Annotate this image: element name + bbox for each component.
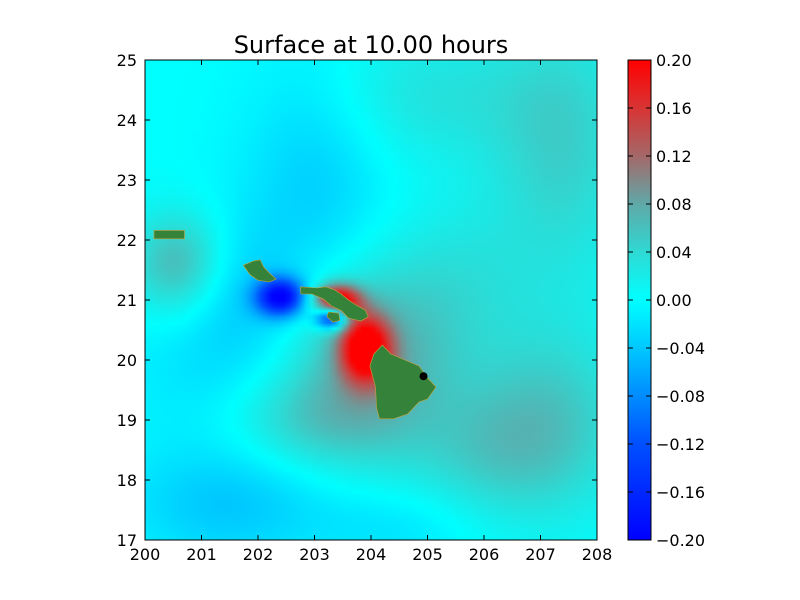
x-tick-label: 203 [299, 545, 330, 564]
colorbar-tick-label: −0.08 [656, 387, 705, 406]
x-axis: 200 201 202 203 204 205 206 207 208 [130, 60, 613, 564]
colorbar-tick-label: 0.16 [656, 99, 692, 118]
marker-layer [419, 372, 428, 381]
x-tick-label: 206 [469, 545, 500, 564]
colorbar-tick-label: 0.04 [656, 243, 692, 262]
gauge-marker [419, 372, 428, 381]
chart-title: Surface at 10.00 hours [234, 31, 509, 59]
surface-heatmap [145, 60, 597, 540]
y-axis: 17 18 19 20 21 22 23 24 25 [117, 51, 597, 550]
y-tick-label: 18 [117, 471, 137, 490]
x-tick-label: 204 [356, 545, 387, 564]
x-tick-label: 201 [186, 545, 217, 564]
y-tick-label: 24 [117, 111, 137, 130]
y-tick-label: 20 [117, 351, 137, 370]
y-tick-label: 23 [117, 171, 137, 190]
x-tick-label: 205 [412, 545, 443, 564]
y-tick-label: 21 [117, 291, 137, 310]
colorbar-tick-label: 0.00 [656, 291, 692, 310]
y-tick-label: 17 [117, 531, 137, 550]
colorbar-tick-label: −0.12 [656, 435, 705, 454]
x-tick-label: 202 [243, 545, 274, 564]
land-molokai-maui [300, 286, 369, 322]
land-lanai [326, 311, 341, 323]
y-tick-label: 19 [117, 411, 137, 430]
colorbar-tick-label: 0.12 [656, 147, 692, 166]
x-tick-label: 200 [130, 545, 161, 564]
land-hawaii [369, 344, 437, 420]
colorbar-tick-label: 0.20 [656, 51, 692, 70]
colorbar: 0.20 0.16 0.12 0.08 0.04 0.00 −0.04 −0.08 −0.12 −… [627, 51, 705, 550]
y-tick-label: 25 [117, 51, 137, 70]
y-tick-label: 22 [117, 231, 137, 250]
colorbar-tick-label: −0.20 [656, 531, 705, 550]
colorbar-ticks: 0.20 0.16 0.12 0.08 0.04 0.00 −0.04 −0.08 −0.12 −… [628, 51, 705, 550]
land-niihau-kauai [153, 230, 185, 240]
x-tick-label: 207 [525, 545, 556, 564]
colorbar-tick-label: −0.16 [656, 483, 705, 502]
colorbar-tick-label: 0.08 [656, 195, 692, 214]
colorbar-tick-label: −0.04 [656, 339, 705, 358]
land-oahu [242, 259, 277, 283]
plot-area [145, 60, 597, 540]
land-layer [153, 230, 437, 420]
x-tick-label: 208 [582, 545, 613, 564]
